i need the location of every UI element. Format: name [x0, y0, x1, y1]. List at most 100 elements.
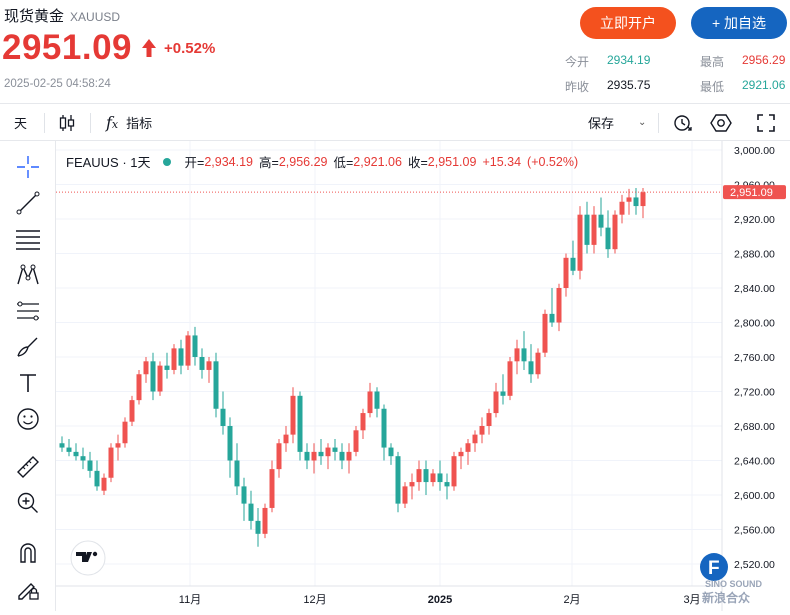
candle-body	[87, 460, 93, 471]
toolbar-divider	[658, 113, 659, 133]
text-tool[interactable]	[14, 369, 42, 397]
save-button[interactable]: 保存 ⌄	[588, 104, 646, 141]
legend-change: +15.34	[482, 154, 522, 169]
fib-tool[interactable]	[14, 297, 42, 325]
candle-body	[171, 348, 177, 370]
candle-body	[612, 214, 618, 250]
chart-grid	[56, 141, 722, 586]
legend-symbol: FEAUUS · 1天	[66, 155, 151, 170]
chart-toolbar: 天 fx 指标 保存 ⌄	[0, 103, 790, 141]
last-price-tag-label: 2,951.09	[730, 187, 773, 199]
lock-drawings-tool[interactable]	[14, 575, 42, 603]
legend-low-label: 低=	[333, 156, 354, 170]
candle-body	[563, 257, 569, 288]
alert-button[interactable]	[672, 104, 694, 141]
symbol-title: 现货黄金 XAUUSD	[4, 5, 120, 26]
candle-body	[619, 201, 625, 215]
price-tick-label: 2,800.00	[734, 318, 775, 330]
legend-close-label: 收=	[407, 156, 428, 170]
candle-body	[605, 227, 611, 250]
open-account-button[interactable]: 立即开户	[580, 7, 676, 39]
candle-body	[507, 361, 513, 396]
candle-body	[311, 451, 317, 461]
candlestick-chart[interactable]: 3,000.002,960.002,920.002,880.002,840.00…	[56, 141, 790, 611]
pencil-lock-icon	[18, 583, 39, 600]
timestamp: 2025-02-25 04:58:24	[4, 78, 111, 90]
time-tick-label: 3月	[683, 594, 700, 606]
candle-body	[150, 361, 156, 392]
brush-tool[interactable]	[14, 333, 42, 361]
tradingview-logo[interactable]	[70, 540, 106, 576]
candle-body	[227, 426, 233, 461]
candle-body	[164, 365, 170, 370]
last-price: 2951.09	[2, 28, 133, 67]
horizontal-lines-tool[interactable]	[14, 225, 42, 253]
candle-body	[472, 434, 478, 444]
candle-body	[346, 451, 352, 461]
candle-body	[549, 313, 555, 323]
high-value: 2956.29	[742, 53, 786, 67]
price-tick-label: 2,760.00	[734, 352, 775, 364]
candle-body	[297, 395, 303, 452]
candle-body	[199, 357, 205, 370]
time-tick-label: 11月	[179, 594, 201, 606]
crosshair-tool[interactable]	[14, 153, 42, 181]
candle-body	[241, 486, 247, 504]
candle-body	[94, 470, 100, 487]
zoom-tool[interactable]	[14, 489, 42, 517]
measure-tool[interactable]	[14, 453, 42, 481]
add-watchlist-button[interactable]: + 加自选	[691, 7, 787, 39]
candle-body	[633, 197, 639, 207]
candle-body	[59, 443, 65, 448]
svg-text:新浪合众: 新浪合众	[702, 590, 751, 605]
candle-body	[360, 413, 366, 431]
candle-body	[129, 400, 135, 422]
fullscreen-button[interactable]	[756, 104, 776, 141]
candle-body	[206, 361, 212, 370]
candle-body	[402, 486, 408, 504]
candle-body	[374, 391, 380, 409]
candle-body	[108, 447, 114, 478]
candle-style-button[interactable]	[58, 104, 76, 141]
settings-button[interactable]	[710, 104, 732, 141]
trendline-tool[interactable]	[14, 189, 42, 217]
interval-button[interactable]: 天	[14, 116, 28, 131]
candle-body	[535, 352, 541, 375]
candle-body	[542, 313, 548, 353]
candles-icon	[59, 114, 75, 131]
legend-low-value: 2,921.06	[353, 154, 402, 169]
toolbar-divider	[44, 113, 45, 133]
gear-icon	[710, 113, 732, 132]
text-icon	[20, 374, 36, 392]
candle-body	[353, 430, 359, 452]
indicators-button[interactable]: fx 指标	[106, 104, 152, 141]
price-tick-label: 2,720.00	[734, 387, 775, 399]
price-tick-label: 2,640.00	[734, 456, 775, 468]
candle-body	[66, 447, 72, 452]
magnet-tool[interactable]	[14, 539, 42, 567]
toolbar-divider	[90, 113, 91, 133]
price-tick-label: 2,520.00	[734, 559, 775, 571]
candle-body	[381, 408, 387, 448]
market-status-dot	[162, 157, 171, 166]
candle-body	[248, 503, 254, 521]
pattern-tool[interactable]	[14, 261, 42, 289]
candle-body	[416, 469, 422, 483]
candles-series	[59, 187, 646, 547]
emoji-tool[interactable]	[14, 405, 42, 433]
candle-body	[451, 456, 457, 487]
candle-body	[73, 451, 79, 457]
candle-body	[465, 443, 471, 452]
candle-body	[283, 434, 289, 444]
low-value: 2921.06	[742, 78, 786, 92]
low-label: 最低	[700, 80, 725, 94]
candle-body	[591, 214, 597, 245]
up-arrow-icon	[142, 39, 157, 57]
watermark-logo-icon: F SINO SOUND 新浪合众	[700, 553, 763, 605]
legend-high-value: 2,956.29	[278, 154, 328, 169]
open-label: 今开	[565, 55, 590, 69]
price-tick-label: 3,000.00	[734, 145, 775, 157]
fibonacci-icon	[17, 301, 39, 321]
brush-icon	[17, 337, 38, 357]
prev-close-value: 2935.75	[607, 78, 651, 92]
